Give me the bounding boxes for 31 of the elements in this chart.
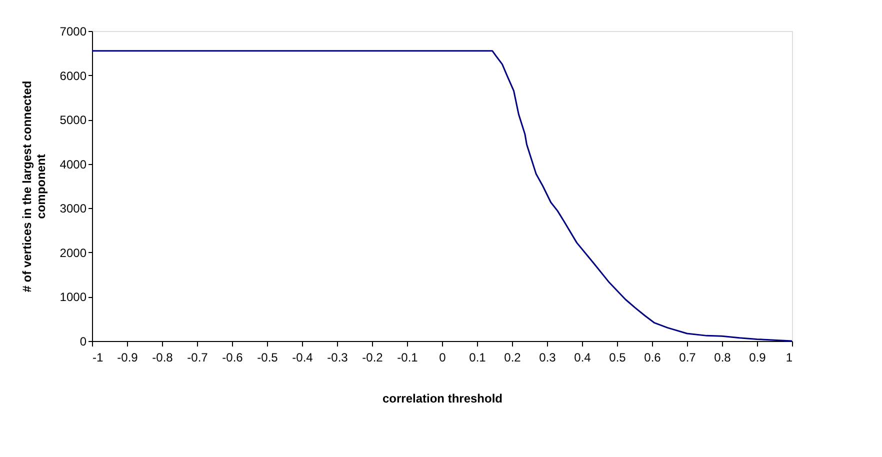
x-tick-label: 0.9 — [749, 350, 766, 364]
y-axis-title: # of vertices in the largest connected component — [20, 80, 48, 292]
y-tick-label: 5000 — [60, 113, 87, 128]
y-tick-label: 2000 — [60, 246, 87, 260]
x-tick-label: 0.4 — [574, 350, 592, 364]
x-tick-label: -0.1 — [397, 350, 418, 364]
y-tick-label: 1000 — [60, 290, 87, 304]
x-tick-label: -0.6 — [222, 350, 244, 364]
x-tick-label: 0 — [439, 350, 446, 364]
y-tick-label: 7000 — [60, 24, 87, 38]
x-tick-label: 0.6 — [644, 350, 662, 364]
x-tick-label: -0.3 — [327, 350, 348, 364]
y-tick-label: 6000 — [60, 68, 87, 83]
y-tick-label: 4000 — [60, 157, 87, 172]
x-tick-label: 0.8 — [714, 350, 732, 364]
x-tick-label: 1 — [786, 350, 793, 364]
x-tick-label: -0.4 — [292, 350, 314, 364]
x-tick-label: 0.7 — [679, 350, 696, 364]
x-tick-label: 0.2 — [504, 350, 522, 364]
y-tick-label: 0 — [80, 334, 87, 348]
x-tick-label: -0.5 — [257, 350, 278, 364]
y-tick-label: 3000 — [60, 202, 87, 216]
x-tick-label: -1 — [92, 350, 104, 364]
x-tick-label: -0.8 — [152, 350, 174, 364]
x-tick-label: -0.7 — [187, 350, 208, 364]
x-tick-label: -0.9 — [117, 350, 138, 364]
x-tick-label: -0.2 — [362, 350, 384, 364]
x-tick-label: 0.5 — [609, 350, 626, 364]
x-axis-title: correlation threshold — [382, 392, 503, 406]
x-tick-label: 0.3 — [539, 350, 556, 364]
x-tick-label: 0.1 — [469, 350, 486, 364]
